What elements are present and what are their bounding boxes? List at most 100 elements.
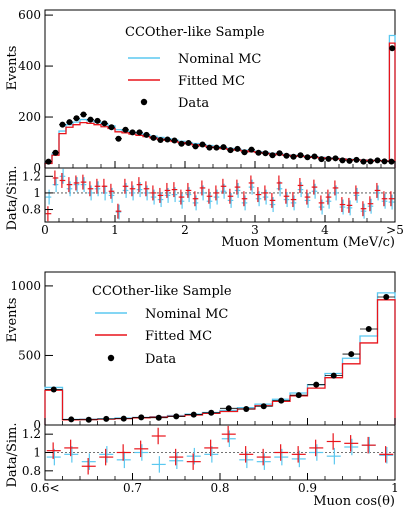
chart-costheta: 0.6< 0.7 0.8 0.9 1 0 500 1000 0.8 1 1.2 Events Dat… (5, 271, 399, 509)
momentum-data-point (276, 150, 283, 157)
costheta-y-tick-label: 0 (33, 418, 41, 432)
momentum-data-point (339, 157, 346, 164)
momentum-ratio-y-tick-label: 1 (33, 186, 41, 200)
momentum-data-point (115, 135, 122, 142)
costheta-x-axis-title: Muon cos(θ) (313, 494, 395, 509)
momentum-data-point (227, 147, 234, 154)
momentum-data-point (171, 137, 178, 144)
momentum-data-point (220, 144, 227, 151)
momentum-x-tick-label: 2 (181, 223, 189, 237)
momentum-x-tick-label: 0 (41, 223, 49, 237)
costheta-y-tick-label: 500 (18, 348, 41, 362)
costheta-data-point (278, 397, 285, 404)
momentum-data-point (255, 149, 262, 156)
momentum-fitted-mc-histogram (44, 42, 396, 168)
momentum-data-point (311, 153, 318, 160)
costheta-data-point (365, 326, 372, 333)
momentum-data-point (262, 150, 269, 157)
momentum-data-point (157, 136, 164, 143)
costheta-data-point (68, 416, 75, 423)
momentum-y-tick-label: 200 (18, 110, 41, 124)
momentum-x-axis-title: Muon Momentum (MeV/c) (221, 235, 395, 250)
momentum-ratio-y-axis-title: Data/Sim. (5, 165, 20, 230)
momentum-legend-title: CCOther-like Sample (125, 25, 265, 40)
costheta-data-point (138, 414, 145, 421)
costheta-legend-data: Data (145, 352, 176, 367)
costheta-y-axis-title: Events (5, 298, 20, 343)
momentum-legend-data: Data (178, 96, 209, 111)
momentum-data-point (234, 145, 241, 152)
momentum-data-point (269, 152, 276, 159)
momentum-data-point (241, 149, 248, 156)
costheta-data-point (348, 351, 355, 358)
momentum-y-tick-label: 600 (18, 8, 41, 22)
momentum-legend-nominal: Nominal MC (178, 52, 261, 67)
momentum-axes: 0 1 2 3 4 >5 0 200 400 600 0.8 1 1.2 (18, 8, 404, 237)
momentum-data-point (143, 131, 150, 138)
momentum-data-point (45, 158, 52, 165)
momentum-data-point (381, 158, 388, 165)
momentum-data-point (283, 152, 290, 159)
momentum-data-point (199, 141, 206, 148)
costheta-x-tick-label: 0.9 (298, 481, 317, 495)
momentum-data-point (388, 158, 395, 165)
costheta-data-point (330, 372, 337, 379)
momentum-data-point (192, 143, 199, 150)
costheta-data-point (313, 381, 320, 388)
momentum-data-point (367, 158, 374, 165)
momentum-data-point (332, 155, 339, 162)
momentum-data-point (59, 121, 66, 128)
costheta-data-point (85, 416, 92, 423)
costheta-data-point (155, 414, 162, 421)
momentum-main-plot (44, 34, 396, 168)
momentum-data-point (136, 129, 143, 136)
momentum-data-point (66, 119, 73, 126)
momentum-data-point (73, 115, 80, 122)
costheta-legend-nominal: Nominal MC (145, 307, 228, 322)
momentum-data-point (360, 158, 367, 165)
costheta-ratio-y-tick-label: 0.8 (22, 464, 41, 478)
costheta-data-point (208, 409, 215, 416)
momentum-legend-swatch-data (140, 98, 148, 106)
momentum-data-point (304, 154, 311, 161)
costheta-data-point (190, 411, 197, 418)
momentum-data-point (206, 144, 213, 151)
costheta-x-tick-label: 0.8 (210, 481, 229, 495)
momentum-legend-fitted: Fitted MC (178, 74, 245, 89)
momentum-data-point (150, 134, 157, 141)
momentum-data-point (108, 124, 115, 131)
momentum-y-axis-title: Events (5, 46, 20, 91)
costheta-data-point (243, 406, 250, 413)
momentum-data-point (80, 111, 87, 118)
momentum-data-point (353, 156, 360, 163)
costheta-data-point (50, 386, 57, 393)
momentum-y-tick-label: 400 (18, 59, 41, 73)
momentum-data-point-overflow (389, 45, 396, 52)
momentum-data-point (318, 156, 325, 163)
chart-momentum: 0 1 2 3 4 >5 0 200 400 600 0.8 1 1.2 Events Data/Sim… (5, 8, 404, 250)
costheta-data-point (383, 294, 390, 301)
momentum-data-point (101, 120, 108, 127)
momentum-ratio-plot (45, 168, 395, 222)
momentum-data-point (248, 146, 255, 153)
momentum-data-point (122, 126, 129, 133)
momentum-data-point (94, 117, 101, 124)
costheta-x-tick-label: 0.7 (123, 481, 142, 495)
momentum-data-point (290, 153, 297, 160)
costheta-legend-fitted: Fitted MC (145, 329, 212, 344)
costheta-y-tick-label: 1000 (10, 279, 41, 293)
momentum-data-point (297, 152, 304, 159)
costheta-data-point (295, 392, 302, 399)
costheta-data-point (120, 415, 127, 422)
momentum-data-point (87, 116, 94, 123)
momentum-ratio-y-tick-label: 1.2 (22, 169, 41, 183)
momentum-x-tick-label: 4 (321, 223, 329, 237)
costheta-ratio-y-tick-label: 1 (33, 446, 41, 460)
momentum-data-point (346, 157, 353, 164)
momentum-x-tick-label: 3 (251, 223, 259, 237)
momentum-ratio-y-tick-label: 0.8 (22, 203, 41, 217)
momentum-data-point (178, 140, 185, 147)
momentum-ratio-frame (44, 167, 396, 223)
costheta-data-point (173, 413, 180, 420)
costheta-ratio-plot (45, 425, 395, 475)
